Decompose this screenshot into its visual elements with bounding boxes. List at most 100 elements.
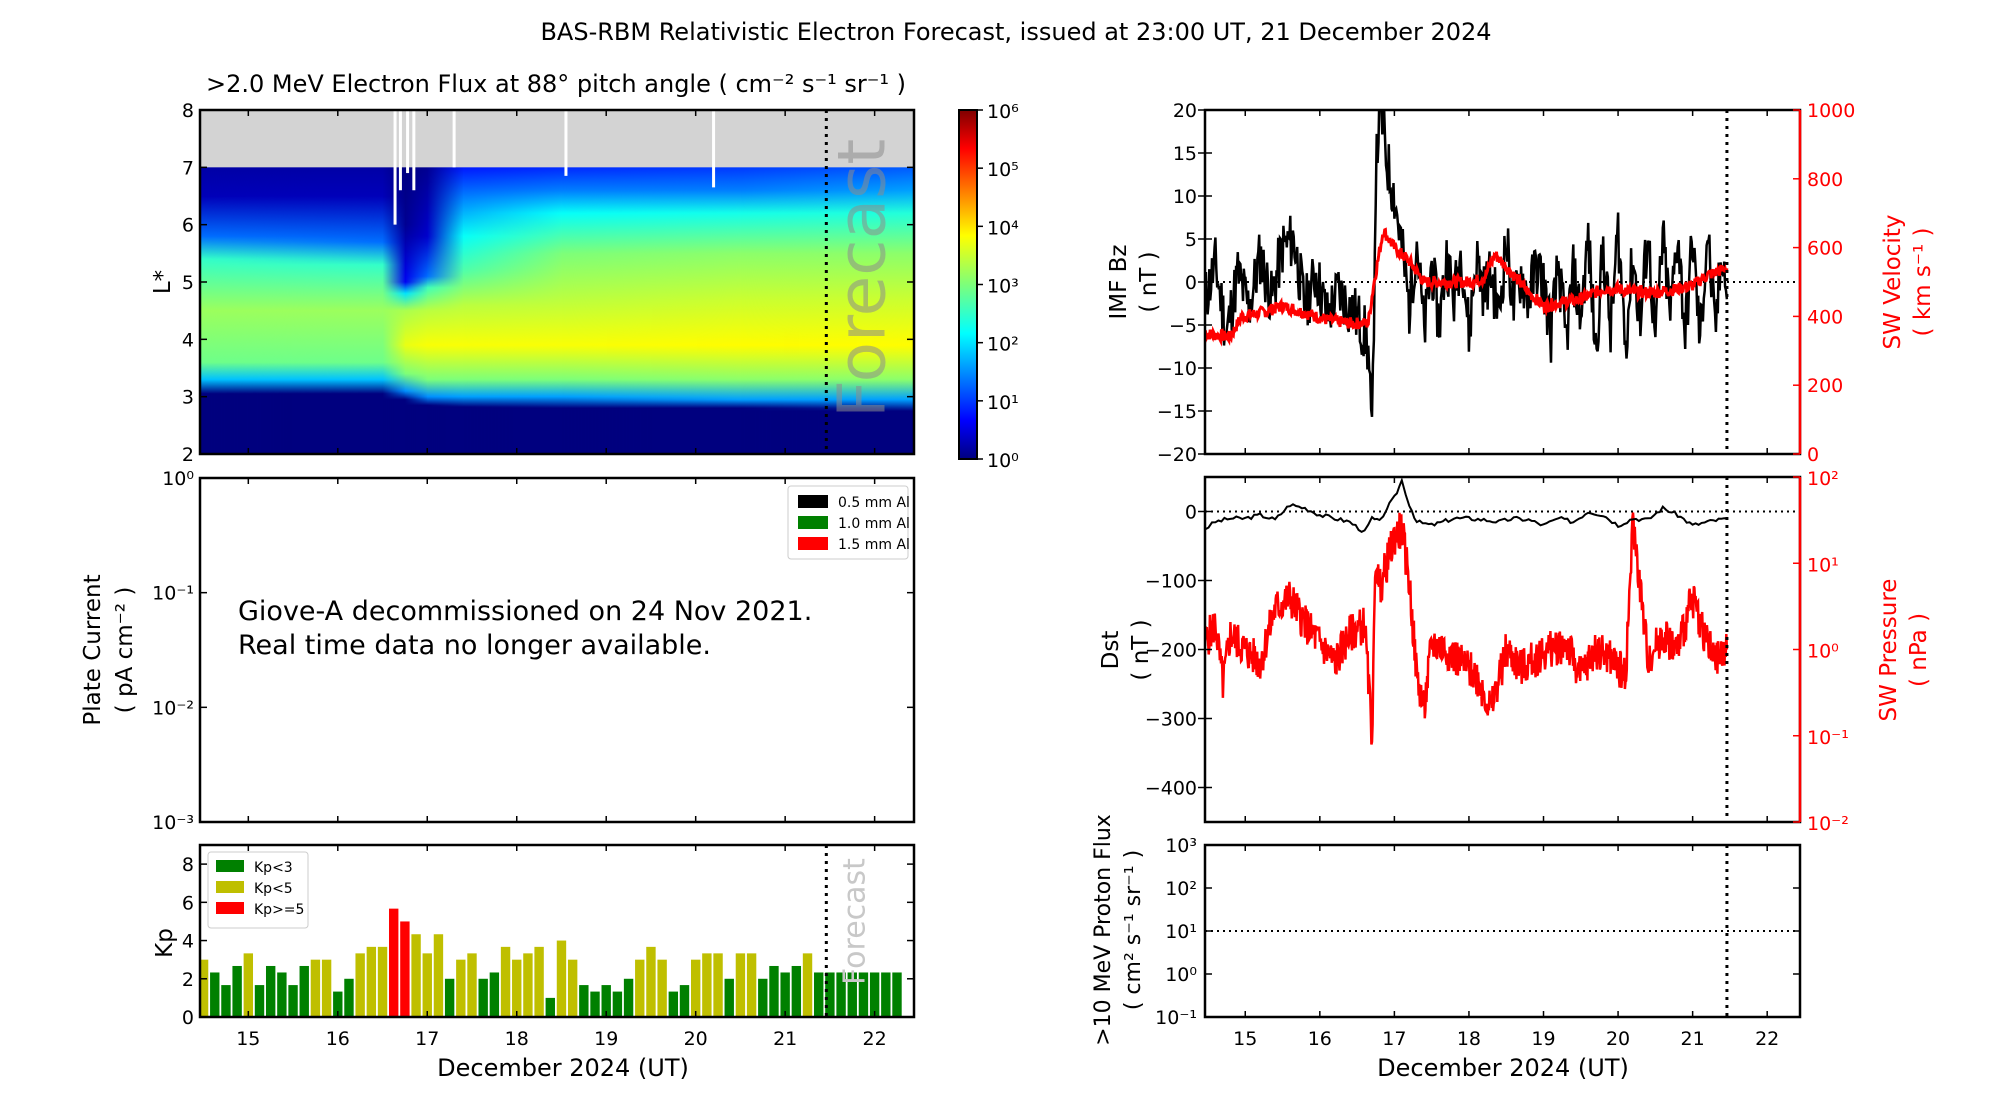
x-tick-label: 17: [415, 1028, 439, 1050]
imf-bz-series: [1205, 110, 1729, 417]
kp-bar: [825, 972, 835, 1017]
kp-bar: [847, 972, 857, 1017]
y-tick-label: 0: [1185, 272, 1197, 294]
kp-bar: [422, 953, 432, 1017]
kp-bar: [478, 978, 488, 1017]
kp-bars: [201, 908, 902, 1017]
kp-bar: [232, 965, 242, 1017]
dst-ylabel-line1: Dst: [1098, 631, 1124, 670]
legend-label: 1.0 mm Al: [838, 516, 910, 532]
y-tick-label: 10⁻¹: [1807, 727, 1849, 749]
sw-velocity-ticks: 0 200 400 600 800 1000: [1793, 100, 1855, 466]
kp-bar: [456, 959, 466, 1017]
y-tick-label: 10: [1173, 186, 1197, 208]
kp-bar: [657, 959, 667, 1017]
imf-y-ticks: −20 −15 −10 −5 0 5 10 15 20: [1157, 100, 1212, 466]
imf-ylabel-line2: ( nT ): [1136, 251, 1162, 312]
left-xlabel: December 2024 (UT): [437, 1054, 689, 1082]
y-tick-label: −100: [1145, 571, 1197, 593]
proton-panel: 10⁻¹ 10⁰ 10¹ 10² 10³ 15 16 17 18 19 20 21 22 >10 Me…: [1091, 814, 1802, 1082]
electron-flux-y-ticks: 2 3 4 5 6 7 8: [182, 100, 914, 466]
sw-pressure-ylabel-line1: SW Pressure: [1876, 579, 1902, 722]
kp-bar: [646, 946, 656, 1017]
legend-swatch: [798, 516, 828, 529]
kp-bar: [623, 978, 634, 1017]
x-tick-label: 17: [1382, 1028, 1406, 1050]
y-tick-label: −15: [1157, 401, 1197, 423]
colorbar-tick-label: 10⁴: [987, 217, 1019, 239]
proton-y-ticks: 10⁻¹ 10⁰ 10¹ 10² 10³: [1155, 835, 1800, 1029]
kp-forecast-watermark: Forecast: [837, 858, 872, 985]
x-tick-label: 21: [773, 1028, 797, 1050]
colorbar-tick-label: 10²: [987, 334, 1019, 356]
kp-bar: [590, 991, 600, 1017]
x-tick-label: 22: [863, 1028, 887, 1050]
kp-bar: [467, 953, 477, 1017]
kp-bar: [791, 965, 802, 1017]
kp-bar: [802, 953, 813, 1017]
x-tick-label: 20: [1606, 1028, 1630, 1050]
kp-bar: [881, 972, 891, 1017]
colorbar-ticks: 10⁰ 10¹ 10² 10³ 10⁴ 10⁵ 10⁶: [977, 101, 1019, 472]
legend-label: 1.5 mm Al: [838, 537, 910, 553]
y-tick-label: 8: [182, 854, 194, 876]
imf-panel: −20 −15 −10 −5 0 5 10 15 20 0 200 400 600 800 1000 IM…: [1106, 100, 1936, 466]
kp-legend-label: Kp>=5: [254, 902, 304, 918]
y-tick-label: 7: [182, 157, 194, 179]
sw-pressure-ylabel-line2: ( nPa ): [1906, 613, 1932, 687]
kp-bar: [724, 978, 734, 1017]
y-tick-label: −20: [1157, 444, 1197, 466]
kp-bar: [545, 997, 555, 1017]
proton-ylabel-line2: ( cm² s⁻¹ sr⁻¹ ): [1121, 850, 1146, 1010]
y-tick-label: 10⁻¹: [1155, 1007, 1197, 1029]
kp-bar: [556, 940, 567, 1017]
dst-ylabel-line2: ( nT ): [1128, 619, 1154, 680]
dst-y-ticks: −400 −300 −200 −100 0: [1145, 502, 1212, 800]
kp-bar: [702, 953, 712, 1017]
figure-title: BAS-RBM Relativistic Electron Forecast, …: [540, 18, 1491, 46]
imf-x-ticks: [1244, 110, 1768, 454]
x-tick-label: 22: [1755, 1028, 1779, 1050]
kp-bar: [400, 921, 410, 1017]
kp-bar: [265, 965, 276, 1017]
kp-bar: [612, 991, 623, 1017]
sw-velocity-series: [1205, 227, 1729, 347]
y-tick-label: 0: [1807, 444, 1819, 466]
kp-bar: [321, 959, 332, 1017]
kp-bar: [780, 972, 790, 1017]
y-tick-label: 0: [1185, 502, 1197, 524]
y-tick-label: 10⁰: [1165, 964, 1197, 986]
y-tick-label: 10²: [1807, 468, 1839, 490]
imf-ylabel-line1: IMF Bz: [1106, 244, 1132, 319]
legend-label: 0.5 mm Al: [838, 495, 910, 511]
colorbar-tick-label: 10⁰: [987, 450, 1019, 472]
plate-current-frame: [198, 476, 916, 824]
heatmap-cell: [382, 110, 406, 454]
kp-bar: [814, 972, 824, 1017]
x-tick-label: 16: [1308, 1028, 1332, 1050]
x-tick-label: 19: [594, 1028, 618, 1050]
y-tick-label: 600: [1807, 238, 1843, 260]
decommission-notice-line1: Giove-A decommissioned on 24 Nov 2021.: [238, 596, 812, 627]
kp-bar: [523, 953, 533, 1017]
kp-bar: [221, 985, 231, 1017]
y-tick-label: 1000: [1807, 100, 1855, 122]
y-tick-label: 10¹: [1807, 554, 1839, 576]
kp-bar: [836, 972, 846, 1017]
y-tick-label: 10³: [1165, 835, 1197, 857]
kp-bar: [601, 985, 611, 1017]
kp-bar: [277, 972, 287, 1017]
y-tick-label: 200: [1807, 375, 1843, 397]
y-tick-label: 10⁻²: [152, 697, 194, 719]
right-xlabel: December 2024 (UT): [1377, 1054, 1629, 1082]
plate-current-legend: 0.5 mm Al 1.0 mm Al 1.5 mm Al: [787, 485, 910, 560]
y-tick-label: 15: [1173, 143, 1197, 165]
y-tick-label: 4: [182, 329, 194, 351]
plate-current-y-ticks: 10⁻³ 10⁻² 10⁻¹ 10⁰: [152, 468, 914, 834]
dst-x-ticks: [1244, 477, 1768, 822]
plate-current-x-ticks: [247, 478, 876, 822]
kp-legend: Kp<3 Kp<5 Kp>=5: [207, 851, 309, 929]
x-tick-label: 16: [326, 1028, 350, 1050]
